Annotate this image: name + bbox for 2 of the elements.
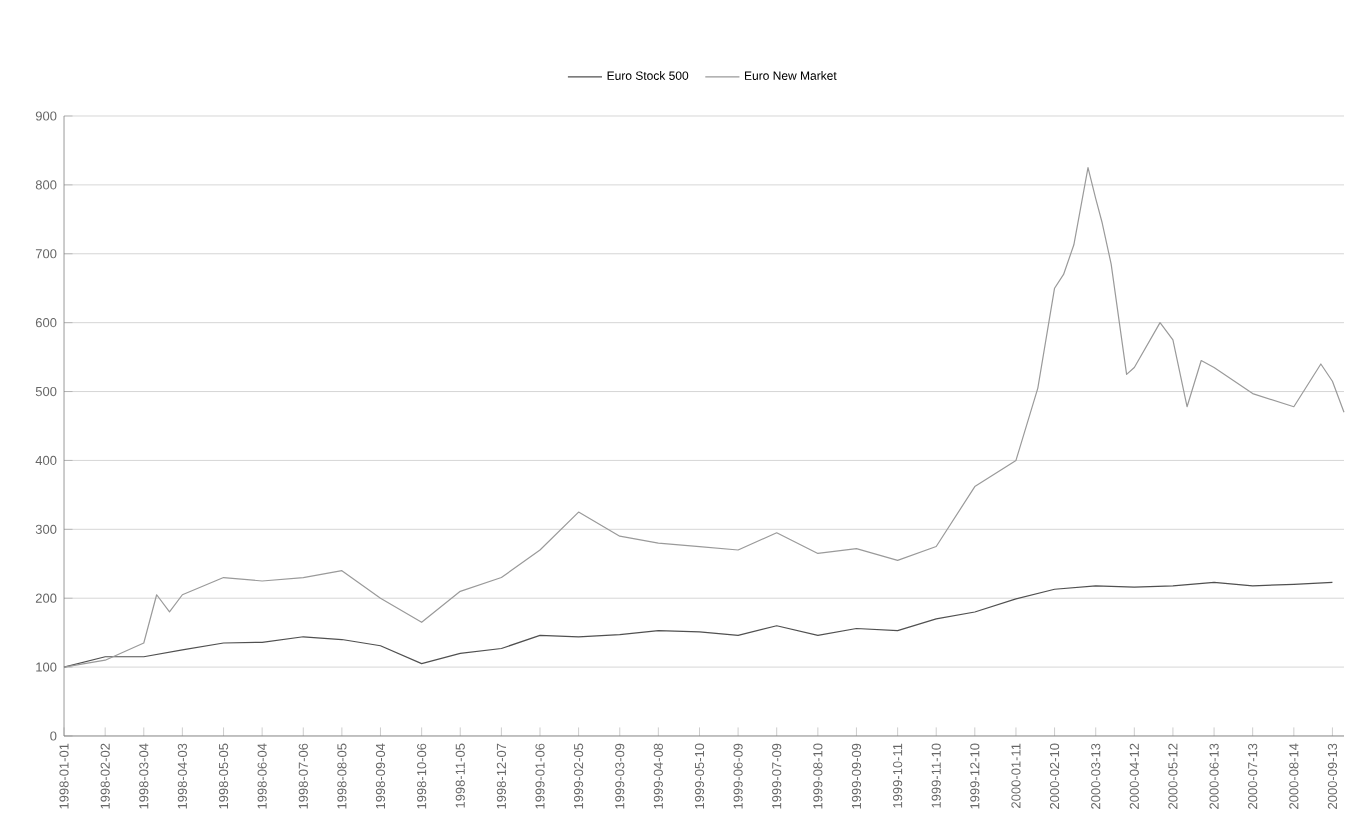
line-series — [63, 581, 1334, 668]
line-series — [63, 167, 1345, 668]
